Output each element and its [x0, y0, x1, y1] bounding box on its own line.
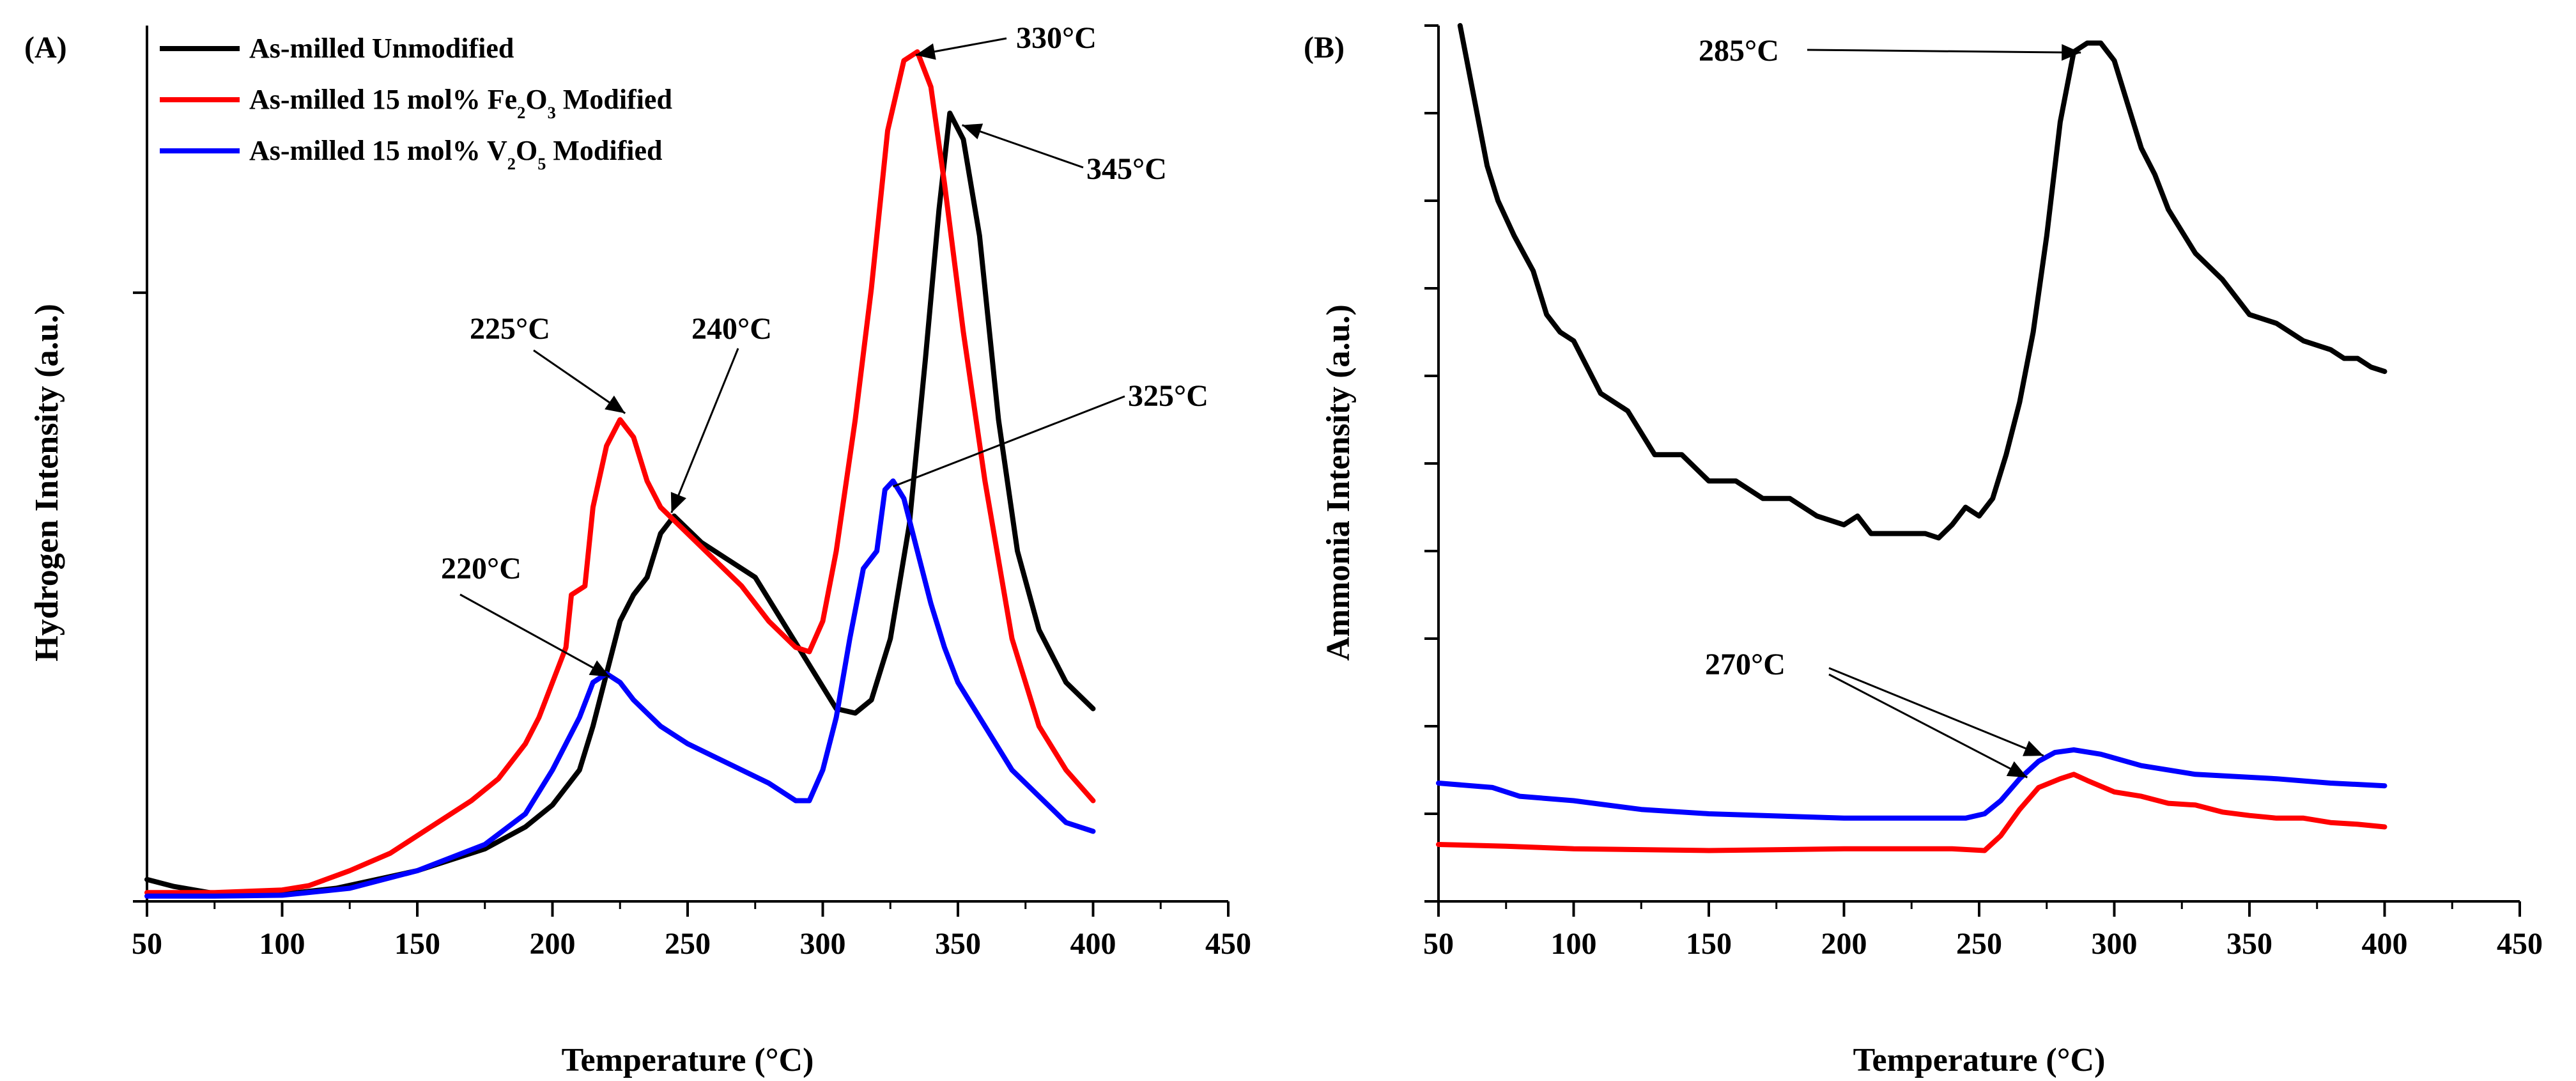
annotation-345-arrow-head: [962, 123, 983, 139]
x-axis-label: Temperature (°C): [1853, 1042, 2106, 1078]
annotation-220-arrow-head: [589, 660, 610, 677]
annotations: 330°C 345°C 225°C 240°C 325°C 220°C: [441, 21, 1208, 678]
x-tick-label: 350: [2226, 927, 2272, 961]
panel-a: 50 100 150 200 250 300 350 400 450 Temperature (°…: [24, 21, 1251, 1078]
x-tick-label: 400: [2362, 927, 2408, 961]
series-line-1: [1436, 772, 2387, 853]
series-line-0: [144, 111, 1096, 897]
x-tick-label: 100: [1551, 927, 1597, 961]
annotation-285-arrow-line: [1807, 49, 2081, 54]
x-tick-label: 300: [2092, 927, 2138, 961]
series-line-2: [1436, 747, 2387, 821]
x-tick-label: 100: [259, 927, 305, 961]
panel-label: (A): [24, 31, 67, 65]
series-line-2: [144, 478, 1096, 899]
annotation-325: 325°C: [1128, 379, 1208, 413]
panel-label: (B): [1304, 31, 1345, 65]
x-tick-label: 50: [1423, 927, 1454, 961]
annotation-270-arrow-a-head: [2023, 740, 2044, 756]
legend: As-milled Unmodified As-milled 15 mol% Fe…: [160, 33, 672, 173]
legend-label-1: As-milled 15 mol% Fe2O3 Modified: [249, 84, 672, 122]
x-tick-label: 200: [530, 927, 576, 961]
annotation-270-arrow-b-line: [1828, 673, 2028, 779]
annotation-240-arrow-head: [670, 492, 686, 513]
x-tick-label: 300: [800, 927, 846, 961]
annotation-225: 225°C: [470, 312, 550, 346]
x-tick-label: 350: [935, 927, 981, 961]
annotation-240-arrow-line: [670, 348, 739, 513]
annotation-220-arrow-line: [459, 593, 610, 678]
x-tick-label: 450: [1205, 927, 1251, 961]
annotation-220: 220°C: [441, 552, 521, 586]
x-tick-label: 150: [1686, 927, 1732, 961]
annotation-345: 345°C: [1086, 152, 1167, 186]
annotation-270-arrow-a-line: [1828, 667, 2044, 757]
annotation-240: 240°C: [691, 312, 772, 346]
x-tick-label: 150: [394, 927, 440, 961]
x-axis-label: Temperature (°C): [562, 1042, 814, 1078]
series-line-1: [144, 49, 1096, 896]
x-tick-label: 250: [1956, 927, 2002, 961]
annotation-225-arrow-head: [605, 395, 626, 414]
x-tick-label: 200: [1821, 927, 1867, 961]
panel-b: 50 100 150 200 250 300 350 400 450 Temperature (°…: [1304, 23, 2543, 1078]
annotation-270: 270°C: [1705, 648, 1785, 681]
annotation-285: 285°C: [1699, 34, 1779, 68]
x-tick-label: 250: [665, 927, 711, 961]
x-tick-label: 50: [132, 927, 162, 961]
annotations: 285°C 270°C: [1699, 34, 2081, 779]
x-tick-label: 450: [2497, 927, 2543, 961]
x-tick-label: 400: [1070, 927, 1116, 961]
series-line-0: [1457, 23, 2387, 541]
annotation-325-line: [892, 395, 1125, 488]
annotation-285-arrow-head: [2062, 43, 2081, 61]
annotation-330-arrow-head: [915, 43, 936, 60]
annotation-330: 330°C: [1016, 21, 1097, 55]
legend-label-0: As-milled Unmodified: [249, 33, 514, 64]
annotation-345-arrow-line: [962, 124, 1084, 169]
legend-label-2: As-milled 15 mol% V2O5 Modified: [249, 135, 663, 173]
y-axis-label: Ammonia Intensity (a.u.): [1320, 304, 1357, 661]
annotation-270-arrow-b-head: [2006, 761, 2028, 778]
y-axis-label: Hydrogen Intensity (a.u.): [29, 304, 65, 662]
